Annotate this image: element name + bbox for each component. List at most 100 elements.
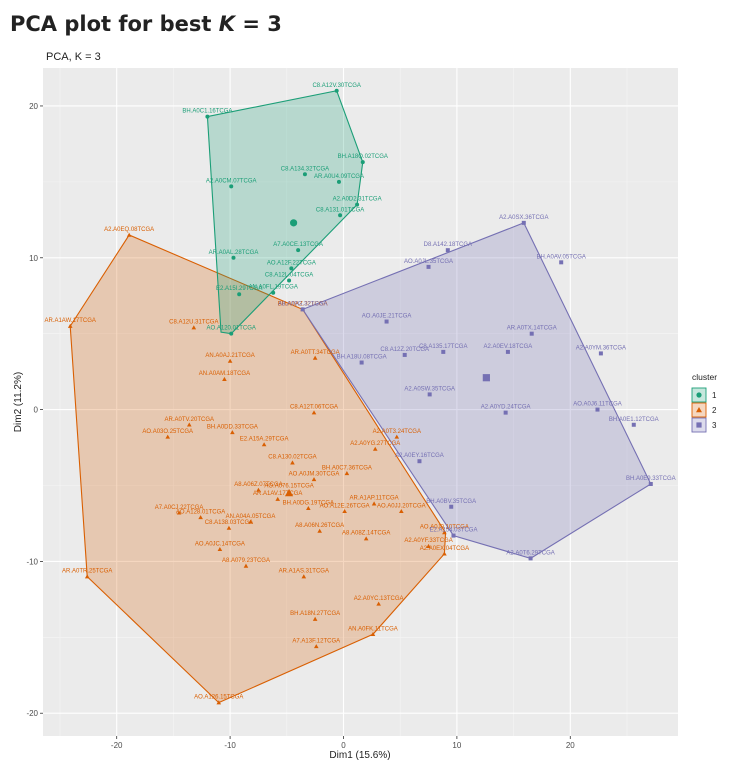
point-label: A2.A0CM.07TCGA xyxy=(206,178,257,184)
point-label: AO.A03O.25TCGA xyxy=(142,429,193,435)
y-tick-label: 10 xyxy=(29,254,38,263)
hull-cluster-3 xyxy=(301,222,652,559)
data-point xyxy=(186,422,192,427)
point-label: C8.A138.03TCGA xyxy=(205,520,253,526)
point-label: A2.A0YF.33TCGA xyxy=(404,538,452,544)
point-label: A2.A0SW.35TCGA xyxy=(404,386,455,392)
point-label: A8.A079.23TCGA xyxy=(222,558,270,564)
data-point xyxy=(306,505,311,510)
data-point xyxy=(317,528,322,533)
point-label: A2.A0EY.16TCGA xyxy=(395,453,444,459)
point-label: BH.A0BV.35TCGA xyxy=(426,499,476,505)
data-point xyxy=(271,290,276,295)
data-point xyxy=(648,481,653,486)
cluster-hulls xyxy=(69,90,652,704)
data-point xyxy=(229,331,234,336)
data-point xyxy=(598,351,603,356)
point-label: BH.A0DD.33TCGA xyxy=(207,424,258,430)
point-label: C8.A130.02TCGA xyxy=(268,455,316,461)
data-point xyxy=(442,530,447,535)
data-point xyxy=(372,446,378,451)
point-label: BH.A0E9.33TCGA xyxy=(626,476,676,482)
point-label: AO.A12F.22TCGA xyxy=(267,260,316,266)
point-label: AN.A04A.05TCGA xyxy=(226,514,276,520)
point-label: AO.A128.01TCGA xyxy=(176,509,225,515)
data-point xyxy=(198,515,203,520)
point-label: AR.A1AP.11TCGA xyxy=(350,496,399,502)
point-label: BH.A0AZ.32TCGA xyxy=(278,301,328,307)
point-label: AO.A076.15TCGA xyxy=(264,484,313,490)
point-label: A2.A0T6.29TCGA xyxy=(506,550,554,556)
data-point xyxy=(505,349,510,354)
y-axis-title: Dim2 (11.2%) xyxy=(13,372,24,432)
page-title: PCA plot for best K = 3 xyxy=(10,12,282,36)
data-point xyxy=(229,184,234,189)
cluster-centroid xyxy=(482,374,490,382)
data-point xyxy=(426,543,431,548)
data-point xyxy=(275,496,281,501)
point-label: AN.A0AJ.21TCGA xyxy=(205,353,254,359)
data-point xyxy=(376,601,381,606)
point-label: A7.A0CE.13TCGA xyxy=(273,242,323,248)
point-label: A2.A0EX.04TCGA xyxy=(420,546,469,552)
point-label: AR.A1AS.31TCGA xyxy=(279,569,329,575)
data-point xyxy=(311,410,317,415)
data-point xyxy=(521,220,526,225)
legend-title: cluster xyxy=(692,372,717,382)
point-label: C8.A134.32TCGA xyxy=(281,166,329,172)
point-label: C8.A12L.04TCGA xyxy=(265,273,313,279)
data-point xyxy=(176,510,182,515)
point-labels: A2.A0EQ.08TCGA AR.A1AW.17TCGA C8.A12U.31TC… xyxy=(44,83,675,701)
x-tick-label: 10 xyxy=(452,741,461,750)
data-point xyxy=(226,525,232,530)
data-point xyxy=(445,248,450,253)
data-point xyxy=(231,255,236,260)
point-label: AO.A120.01TCGA xyxy=(207,326,256,332)
data-point xyxy=(311,477,317,482)
data-point xyxy=(426,264,431,269)
data-point xyxy=(248,519,253,524)
data-point xyxy=(312,616,318,621)
data-point xyxy=(371,501,377,506)
data-point xyxy=(67,323,73,328)
point-label: A2.A0YD.24TCGA xyxy=(481,405,531,411)
x-tick-label: 20 xyxy=(566,741,575,750)
point-label: A2.A0SX.36TCGA xyxy=(499,215,548,221)
axes: -20 -10 0 10 20 -20 -10 0 10 20 xyxy=(26,102,575,750)
legend-key-mark xyxy=(696,422,702,428)
point-label: E2.A15I.29TCGA xyxy=(216,286,262,292)
point-label: AO.A0JC.14TCGA xyxy=(195,541,245,547)
data-point xyxy=(441,349,446,354)
legend: cluster 1 2 3 xyxy=(691,372,717,433)
point-label: A2.A0EQ.08TCGA xyxy=(104,227,154,233)
point-label: AO.A0JM.30TCGA xyxy=(289,471,340,477)
y-tick-label: -10 xyxy=(26,557,38,566)
data-point xyxy=(313,644,319,649)
data-point xyxy=(442,551,447,556)
data-point xyxy=(363,536,369,541)
point-label: A2.A0YM.36TCGA xyxy=(576,345,626,351)
data-point xyxy=(205,114,210,119)
data-point xyxy=(290,460,295,465)
point-label: AO.A0J6.11TCGA xyxy=(573,402,622,408)
data-point xyxy=(302,172,307,177)
x-tick-label: -20 xyxy=(111,741,123,750)
point-label: BH.A0E1.12TCGA xyxy=(609,417,659,423)
data-point xyxy=(300,307,305,312)
point-label: A2.A0YC.13TCGA xyxy=(354,596,404,602)
point-label: C8.A135.17TCGA xyxy=(419,344,467,350)
x-tick-label: -10 xyxy=(224,741,236,750)
data-point xyxy=(451,533,456,538)
point-label: AR.A0TT.34TCGA xyxy=(291,350,340,356)
data-point xyxy=(427,392,432,397)
legend-label: 2 xyxy=(712,406,717,415)
point-label: AN.A0FK.11TCGA xyxy=(348,626,398,632)
data-point xyxy=(559,260,564,265)
point-label: A8.A06N.26TCGA xyxy=(295,523,344,529)
data-point xyxy=(342,509,347,514)
point-label: AR.A0TV.20TCGA xyxy=(165,417,214,423)
point-label: AR.A0TX.14TCGA xyxy=(507,326,557,332)
data-point xyxy=(237,292,242,297)
chart-subtitle: PCA, K = 3 xyxy=(46,51,101,63)
point-label: C8.A12T.06TCGA xyxy=(290,405,338,411)
